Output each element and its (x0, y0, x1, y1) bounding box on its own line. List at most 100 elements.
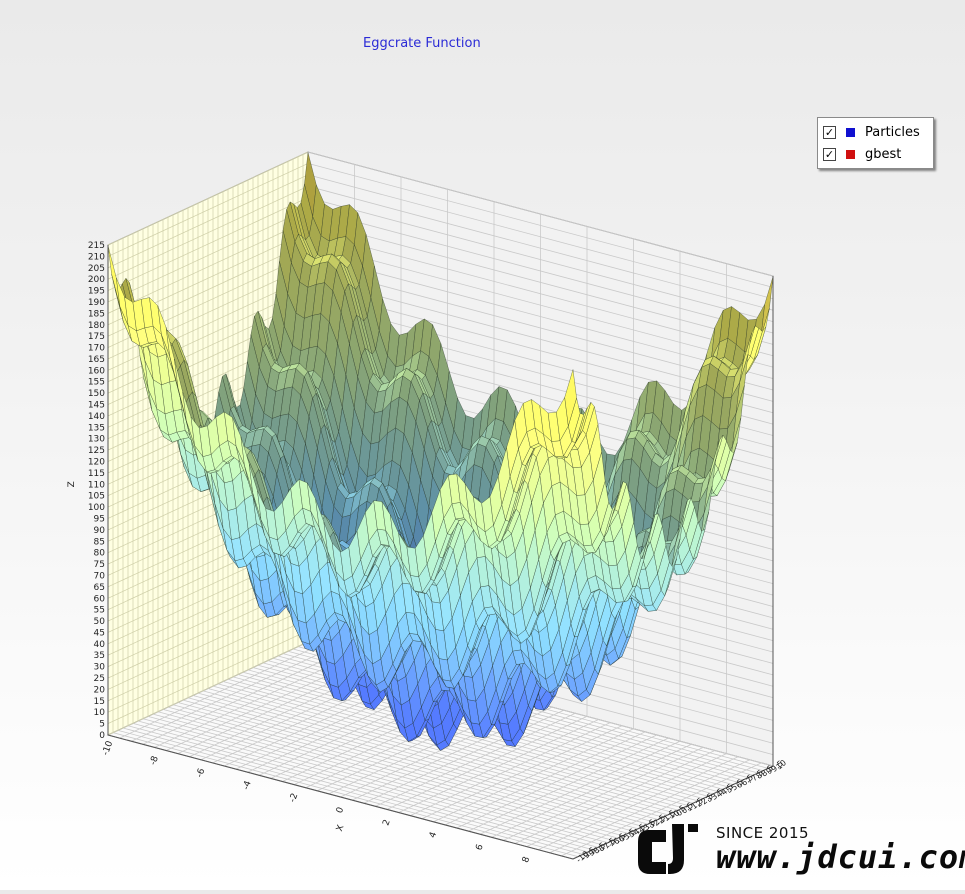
y-tick-label: -9 (585, 848, 597, 860)
y-tick-label: 6 (735, 780, 745, 790)
floor-grid-line (112, 732, 579, 858)
z-tick-label: 40 (94, 640, 106, 650)
z-tick-label: 5 (99, 720, 105, 730)
floor-grid-line (187, 697, 654, 823)
z-tick-label: 95 (94, 514, 105, 524)
floor-grid-line (182, 699, 649, 825)
y-tick-label: 0 (675, 808, 685, 818)
floor-grid-line (162, 709, 629, 834)
legend-label-particles: Particles (865, 124, 920, 140)
floor-grid-line (127, 725, 594, 851)
y-tick-label: 2 (695, 799, 705, 809)
z-tick-label: 30 (94, 663, 106, 673)
z-tick-label: 50 (94, 617, 106, 627)
x-tick-label: 0 (335, 806, 346, 815)
floor-grid-line (197, 692, 664, 818)
y-tick-label: 9 (765, 766, 775, 776)
z-tick-label: 70 (94, 571, 106, 581)
legend-item-particles[interactable]: ✓ Particles (823, 123, 920, 141)
tick-labels: 0510152025303540455055606570758085909510… (67, 241, 788, 865)
y-tick-label: 5 (725, 785, 735, 795)
z-tick-label: 215 (88, 241, 105, 251)
z-tick-label: 185 (88, 309, 105, 319)
legend: ✓ Particles ✓ gbest (817, 117, 934, 169)
legend-item-gbest[interactable]: ✓ gbest (823, 145, 901, 163)
x-tick-label: 4 (428, 830, 439, 839)
z-tick-label: 20 (94, 685, 106, 695)
z-tick-label: 110 (88, 480, 105, 490)
axes (107, 245, 774, 860)
y-tick-label: -5 (625, 829, 637, 841)
z-tick-label: 80 (94, 549, 106, 559)
floor-grid-line (192, 695, 659, 820)
floor-grid-line (167, 706, 634, 832)
z-tick-label: 25 (94, 674, 105, 684)
z-tick-label: 190 (88, 298, 105, 308)
y-tick-label: -3 (645, 820, 657, 832)
z-tick-label: 205 (88, 264, 105, 274)
x-tick-label: -4 (241, 779, 254, 791)
eggcrate-surface (107, 152, 774, 751)
z-tick-label: 170 (88, 344, 105, 354)
z-tick-label: 0 (99, 731, 105, 741)
y-tick-label: -8 (595, 843, 607, 855)
y-tick-label: 1 (685, 803, 695, 813)
floor-grid-line (157, 711, 624, 837)
z-tick-label: 130 (88, 435, 105, 445)
x-tick-label: 6 (474, 843, 485, 852)
x-tick-label: -2 (288, 792, 300, 804)
floor-grid-line (117, 729, 584, 855)
floor-grid-line (227, 678, 694, 804)
y-tick-label: -7 (605, 839, 617, 851)
z-tick-label: 165 (88, 355, 105, 365)
floor-grid-line (142, 718, 609, 844)
z-tick-label: 35 (94, 651, 105, 661)
z-tick-label: 140 (88, 412, 105, 422)
floor-grid-line (232, 676, 699, 802)
y-tick-label: -1 (665, 811, 677, 823)
y-tick-label: 3 (705, 794, 715, 804)
z-tick-label: 10 (94, 708, 106, 718)
floor-grid-line (172, 704, 639, 830)
z-tick-label: 160 (88, 366, 105, 376)
z-tick-label: 55 (94, 606, 105, 616)
z-tick-label: 195 (88, 287, 105, 297)
z-tick-label: 90 (94, 526, 106, 536)
z-tick-label: 115 (88, 469, 105, 479)
floor-grid-line (177, 702, 644, 827)
x-tick-label: -10 (101, 739, 116, 756)
z-tick-label: 180 (88, 321, 105, 331)
z-tick-label: 45 (94, 628, 105, 638)
legend-swatch-particles (846, 127, 855, 137)
floor-grid-line (202, 690, 669, 816)
z-tick-label: 175 (88, 332, 105, 342)
floor-grid-line (132, 722, 599, 848)
z-tick-label: 15 (94, 697, 105, 707)
y-tick-label: -6 (615, 834, 627, 846)
z-tick-label: 155 (88, 378, 105, 388)
x-tick-label: 8 (521, 855, 532, 864)
z-axis-label: Z (67, 481, 77, 487)
watermark: SINCE 2015 www.jdcui.com (636, 820, 965, 886)
floor-grid-line (137, 720, 604, 846)
floor-grid-line (152, 713, 619, 839)
floor-grid-line (122, 727, 589, 853)
chart-title: Eggcrate Function (363, 36, 481, 51)
surface-patch (564, 369, 577, 427)
y-axis-line (572, 765, 774, 860)
z-tick-label: 145 (88, 401, 105, 411)
floor-grid-line (212, 685, 679, 811)
legend-label-gbest: gbest (865, 146, 902, 162)
y-tick-label: 7 (745, 775, 755, 785)
legend-checkbox-particles[interactable]: ✓ (823, 125, 836, 139)
z-tick-label: 125 (88, 446, 105, 456)
legend-swatch-gbest (846, 149, 855, 159)
z-tick-label: 120 (88, 458, 105, 468)
x-tick-label: 2 (381, 818, 392, 827)
watermark-since-text: SINCE 2015 (716, 824, 810, 842)
legend-checkbox-gbest[interactable]: ✓ (823, 147, 836, 161)
floor-grid-line (147, 716, 614, 841)
watermark-url-text: www.jdcui.com (716, 838, 965, 876)
